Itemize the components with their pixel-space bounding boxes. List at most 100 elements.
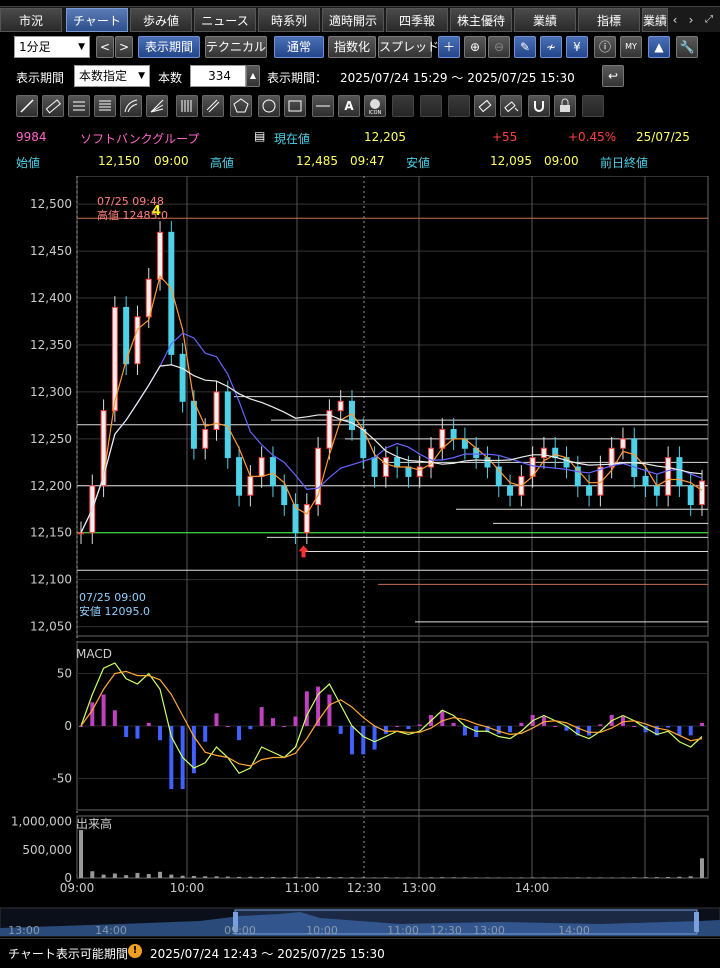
fib-tool-icon[interactable] — [94, 95, 116, 117]
hline-tool-icon[interactable] — [312, 95, 334, 117]
low-time: 09:00 — [544, 154, 579, 168]
candle — [394, 457, 401, 468]
wrench-icon[interactable]: 🔧 — [676, 36, 698, 58]
chart-area[interactable]: 12,500 12,450 12,400 12,350 12,300 12,250 12,2… — [0, 176, 720, 938]
expand-icon[interactable]: ⤢ — [705, 14, 713, 25]
macd-histogram-bar — [338, 726, 343, 734]
add-icon[interactable]: ＋ — [438, 36, 460, 58]
fan-tool-icon[interactable] — [146, 95, 168, 117]
magnet-tool-icon[interactable] — [528, 95, 550, 117]
my-chart-icon[interactable]: MY — [620, 36, 642, 58]
arc-tool-icon[interactable] — [120, 95, 142, 117]
tab-prev-icon[interactable]: ‹ — [672, 13, 678, 27]
macd-histogram-bar — [688, 726, 693, 736]
macd-panel: 50 0 -50 — [52, 641, 709, 811]
macd-histogram-bar — [677, 726, 682, 736]
stock-name[interactable]: ソフトバンクグループ — [80, 132, 200, 146]
high-value: 12,485 — [296, 154, 338, 168]
volume-bar — [587, 877, 592, 878]
circle-tool-icon[interactable] — [258, 95, 280, 117]
period-mode-select[interactable]: 本数指定 ▼ — [74, 65, 150, 87]
tab-indicators[interactable]: 指標 — [578, 8, 640, 32]
macd-histogram-bar — [248, 726, 253, 730]
volume-bar — [180, 875, 185, 878]
count-stepper-icon[interactable]: ▲ — [246, 65, 260, 87]
next-button[interactable]: > — [115, 36, 133, 58]
candle — [540, 447, 547, 459]
ma-mid-line — [80, 332, 703, 533]
macd-histogram-bar — [508, 726, 513, 733]
volume-bar — [406, 877, 411, 878]
line-tool-icon[interactable] — [16, 95, 38, 117]
icon-tool-icon[interactable]: ICON — [364, 95, 386, 117]
time-tick-label: 12:30 — [347, 881, 382, 895]
tab-next-icon[interactable]: › — [688, 13, 694, 27]
tab-disclosure[interactable]: 適時開示 — [322, 8, 384, 32]
navigator-handle-left — [233, 912, 238, 932]
return-icon[interactable]: ↩ — [602, 65, 624, 87]
tab-news[interactable]: ニュース — [194, 8, 256, 32]
copy-tool-icon — [420, 95, 442, 117]
volume-bar — [417, 877, 422, 878]
volume-bar — [282, 877, 287, 878]
ma-long-line — [80, 364, 703, 533]
text-tool-icon[interactable]: A — [338, 95, 360, 117]
lock-tool-icon[interactable] — [554, 95, 576, 117]
hlines-tool-icon[interactable] — [68, 95, 90, 117]
document-icon[interactable]: ▤ — [254, 129, 266, 143]
prev-button[interactable]: < — [96, 36, 114, 58]
interval-select[interactable]: 1分足 ▼ — [14, 36, 90, 58]
volume-bar — [79, 830, 83, 878]
channel-tool-icon[interactable] — [202, 95, 224, 117]
tab-results-2[interactable]: 業績 — [642, 8, 668, 32]
dropdown-arrow-icon: ▼ — [138, 71, 145, 81]
candle — [699, 480, 705, 506]
volume-tick-label: 1,000,000 — [11, 815, 72, 829]
technical-button[interactable]: テクニカル — [205, 36, 267, 58]
price-tick-label: 12,100 — [30, 573, 72, 587]
tab-results[interactable]: 業績 — [514, 8, 576, 32]
volume-bar — [666, 876, 671, 878]
tab-ticks[interactable]: 歩み値 — [130, 8, 192, 32]
info-icon[interactable]: ⓘ — [594, 36, 616, 58]
tab-bar: 市況 チャート 歩み値 ニュース 時系列 適時開示 四季報 株主優待 業績 指標… — [0, 6, 720, 32]
candle — [179, 353, 186, 402]
volume-bar — [496, 877, 501, 878]
pen-icon[interactable]: ✎ — [514, 36, 536, 58]
tab-market[interactable]: 市況 — [0, 8, 62, 32]
macd-histogram-bar — [191, 726, 196, 774]
mountain-chart-icon[interactable]: ▲ — [648, 36, 670, 58]
ruler-tool-icon[interactable] — [42, 95, 64, 117]
volume-frame — [76, 815, 709, 879]
index-button[interactable]: 指数化 — [328, 36, 376, 58]
signal-icon[interactable]: ≁ — [540, 36, 562, 58]
rectangle-tool-icon[interactable] — [284, 95, 306, 117]
candle — [687, 485, 694, 506]
tab-shikiho[interactable]: 四季報 — [386, 8, 448, 32]
period-button[interactable]: 表示期間 — [138, 36, 200, 58]
vlines-tool-icon[interactable] — [176, 95, 198, 117]
tab-benefits[interactable]: 株主優待 — [450, 8, 512, 32]
volume-bar — [338, 877, 343, 878]
candle — [123, 306, 130, 365]
yen-icon[interactable]: ¥ — [566, 36, 588, 58]
tab-chart[interactable]: チャート — [66, 8, 128, 32]
macd-histogram-bar — [135, 726, 140, 739]
tab-timeseries[interactable]: 時系列 — [258, 8, 320, 32]
open-value: 12,150 — [98, 154, 140, 168]
macd-histogram-bar — [598, 724, 603, 726]
normal-button[interactable]: 通常 — [274, 36, 324, 58]
eraser-select-icon[interactable] — [500, 95, 522, 117]
volume-label: 出来高 — [76, 816, 112, 831]
macd-histogram-bar — [316, 686, 321, 726]
spread-button[interactable]: スプレッド — [378, 36, 439, 58]
zoom-in-icon[interactable]: ⊕ — [464, 36, 486, 58]
eraser-tool-icon[interactable] — [474, 95, 496, 117]
zoom-out-icon[interactable]: ⊖ — [488, 36, 510, 58]
volume-tick-label: 0 — [64, 871, 72, 885]
count-input[interactable]: 334 — [190, 65, 246, 87]
change-value: +55 — [492, 130, 518, 144]
pentagon-tool-icon[interactable] — [230, 95, 252, 117]
candle — [258, 457, 265, 477]
volume-bar — [429, 877, 434, 878]
